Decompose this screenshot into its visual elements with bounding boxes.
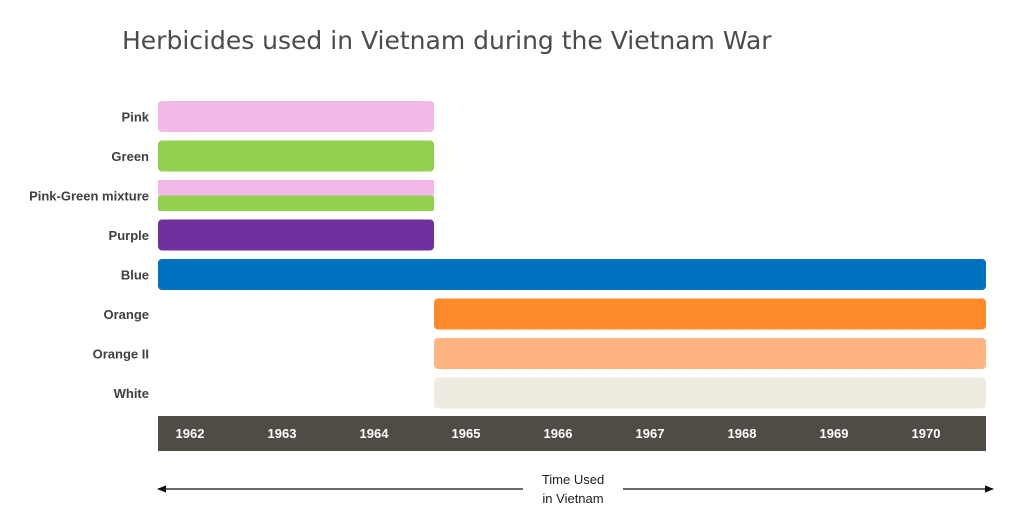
category-label-orange: Orange [103,307,149,322]
category-label-blue: Blue [121,268,149,283]
tick-label-1967: 1967 [636,426,665,441]
bar-pink-green-mixture-segment [158,195,434,211]
x-axis-label-line-2: in Vietnam [542,491,604,506]
bar-pink-green-mixture [158,180,434,211]
bar-pink [158,101,434,132]
x-axis-label-line-1: Time Used [541,472,605,487]
category-label-purple: Purple [109,228,149,243]
category-label-white: White [114,386,149,401]
category-labels: Pink Green Pink-Green mixture Purple Blue Ora… [29,110,150,402]
tick-labels: 1962 1963 1964 1965 1966 1967 1968 1969 1970 1971 [176,426,1024,441]
bar-purple [158,219,434,251]
bars-group [158,101,986,409]
tick-label-1968: 1968 [728,426,757,441]
tick-label-1969: 1969 [820,426,849,441]
tick-label-1964: 1964 [360,426,390,441]
tick-label-1963: 1963 [268,426,297,441]
bar-pink-green-mixture-segment [158,180,434,196]
category-label-pink: Pink [122,110,150,125]
x-axis-label: Time Used in Vietnam [523,470,623,508]
chart-title: Herbicides used in Vietnam during the Vi… [122,26,772,55]
tick-label-1965: 1965 [452,426,481,441]
bar-orange [434,298,986,330]
bar-white [434,377,986,409]
category-label-pink-green-mixture: Pink-Green mixture [29,189,149,204]
time-axis-band [158,416,986,451]
category-label-orange-ii: Orange II [93,347,149,362]
bar-blue [158,259,986,290]
bar-green [158,140,434,172]
tick-label-1970: 1970 [912,426,941,441]
tick-label-1971: 1971 [1004,426,1024,441]
tick-label-1962: 1962 [176,426,205,441]
category-label-green: Green [111,149,149,164]
tick-label-1966: 1966 [544,426,573,441]
bar-orange-ii [434,338,986,369]
